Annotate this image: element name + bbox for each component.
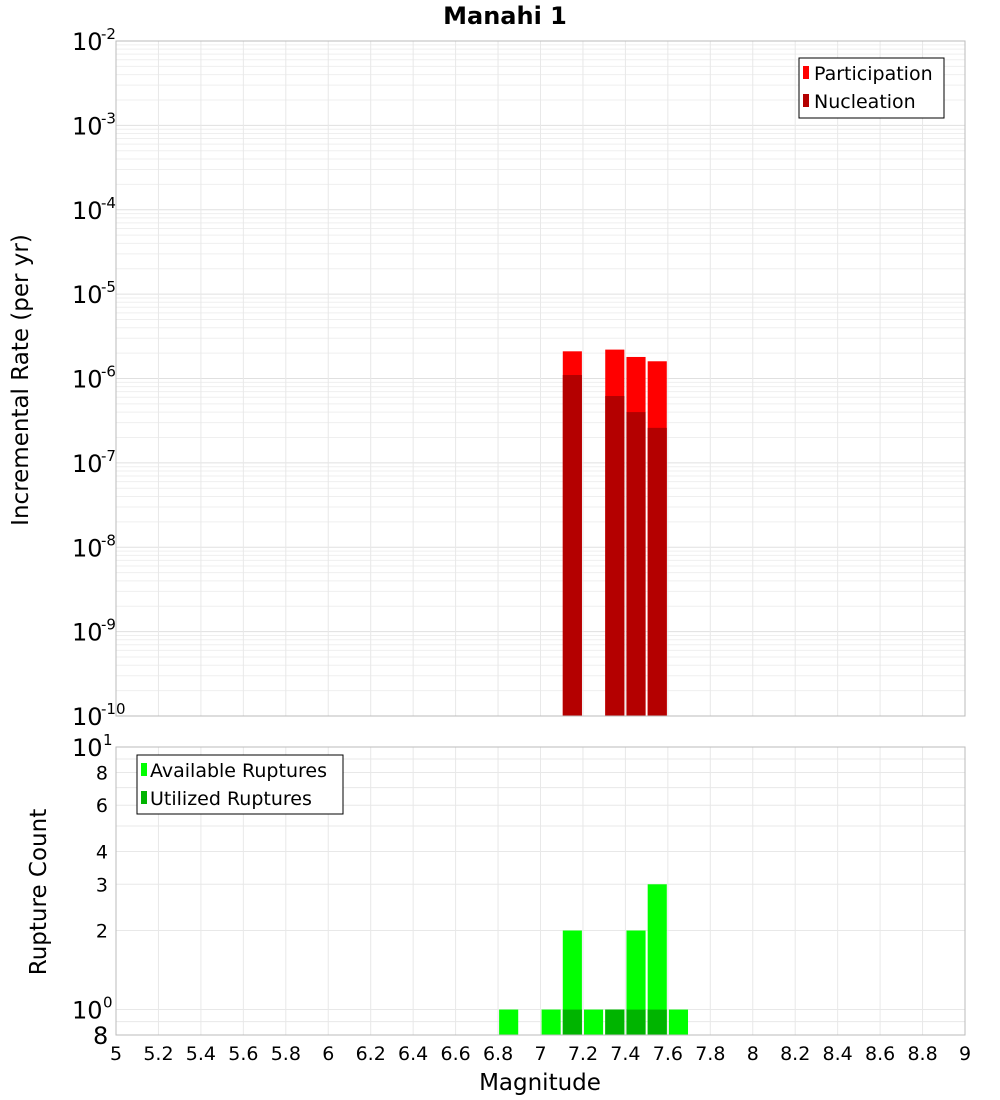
rate-legend-box <box>798 57 945 119</box>
count-plot-frame <box>115 746 966 1036</box>
y-tick-exponent: -4 <box>101 194 116 212</box>
y-tick-label: 10 <box>72 619 103 647</box>
count-plot-bars <box>499 884 689 1035</box>
bar-available <box>499 1009 519 1035</box>
x-tick-label: 7.2 <box>568 1043 598 1065</box>
legend-swatch-available <box>141 763 147 776</box>
bar-available <box>647 884 667 1035</box>
count-legend-box <box>136 754 344 815</box>
x-tick-label: 7 <box>534 1043 546 1065</box>
y-tick-label: 8 <box>96 762 108 784</box>
x-tick-label: 8.8 <box>907 1043 937 1065</box>
bar-available <box>562 930 582 1035</box>
x-tick-label: 7.6 <box>653 1043 683 1065</box>
y-tick-exponent: 1 <box>103 731 113 749</box>
x-tick-label: 6.4 <box>398 1043 428 1065</box>
rate-legend: Participation Nucleation <box>798 57 945 119</box>
y-tick-exponent: -8 <box>101 531 116 549</box>
x-tick-label: 5.6 <box>228 1043 258 1065</box>
x-tick-label: 5.8 <box>271 1043 301 1065</box>
x-tick-label: 6 <box>322 1043 334 1065</box>
x-tick-label: 7.8 <box>695 1043 725 1065</box>
x-tick-label: 6.2 <box>356 1043 386 1065</box>
y-tick-label: 10 <box>72 28 103 56</box>
bar-utilized <box>626 1009 646 1035</box>
rate-plot-y-ticks: 10-210-310-410-510-610-710-810-910-10 <box>72 25 126 731</box>
legend-swatch-nucleation <box>803 94 809 107</box>
y-tick-label: 10 <box>72 366 103 394</box>
x-tick-label: 5.4 <box>186 1043 216 1065</box>
rate-plot-bars <box>562 349 667 716</box>
x-tick-label: 8.4 <box>823 1043 853 1065</box>
y-tick-exponent: -10 <box>101 700 126 718</box>
bar-nucleation <box>605 396 625 716</box>
count-y-axis-label: Rupture Count <box>26 809 52 975</box>
y-tick-exponent: -6 <box>101 363 116 381</box>
x-tick-label: 5.2 <box>143 1043 173 1065</box>
y-tick-exponent: -5 <box>101 278 116 296</box>
count-legend: Available Ruptures Utilized Ruptures <box>136 754 344 815</box>
x-tick-label: 7.4 <box>610 1043 640 1065</box>
legend-label-utilized: Utilized Ruptures <box>150 788 312 810</box>
bar-available <box>668 1009 689 1035</box>
bar-utilized <box>562 1009 582 1035</box>
y-tick-label: 3 <box>96 874 108 896</box>
x-tick-label: 8 <box>747 1043 759 1065</box>
y-tick-label: 10 <box>72 534 103 562</box>
rate-y-axis-label: Incremental Rate (per yr) <box>8 234 34 526</box>
y-tick-label: 2 <box>96 921 108 943</box>
y-tick-label: 10 <box>72 703 103 731</box>
legend-label-nucleation: Nucleation <box>814 91 916 113</box>
legend-label-participation: Participation <box>814 63 933 85</box>
y-tick-exponent: -3 <box>101 109 116 127</box>
y-tick-label: 10 <box>72 997 103 1025</box>
chart-title: Manahi 1 <box>443 2 567 30</box>
y-tick-label: 10 <box>72 112 103 140</box>
rate-plot-grid <box>115 41 966 717</box>
bar-available <box>541 1009 561 1035</box>
y-tick-label: 6 <box>96 795 108 817</box>
y-tick-label: 8 <box>93 1022 108 1050</box>
rate-plot-frame <box>115 40 966 717</box>
x-tick-label: 9 <box>959 1043 971 1065</box>
y-tick-exponent: -7 <box>101 447 116 465</box>
y-tick-label: 10 <box>72 197 103 225</box>
x-axis-label: Magnitude <box>479 1070 601 1096</box>
x-tick-label: 8.2 <box>780 1043 810 1065</box>
y-tick-label: 10 <box>72 450 103 478</box>
bar-nucleation <box>647 427 667 716</box>
bar-available <box>584 1009 604 1035</box>
legend-swatch-utilized <box>141 791 147 804</box>
y-tick-exponent: -2 <box>101 25 116 43</box>
bar-nucleation <box>562 375 582 716</box>
x-tick-label: 8.6 <box>865 1043 895 1065</box>
bar-available <box>626 930 646 1035</box>
bar-utilized <box>605 1009 625 1035</box>
x-tick-label: 6.8 <box>483 1043 513 1065</box>
x-tick-label: 5 <box>110 1043 122 1065</box>
y-tick-exponent: -9 <box>101 616 116 634</box>
rate-plot: 10-210-310-410-510-610-710-810-910-10 In… <box>8 25 966 731</box>
count-plot-x-ticks: 5 5.2 5.4 5.6 5.8 6 6.2 6.4 6.6 6.8 7 7.2 7.4 7.6 7.8 8… <box>110 1043 971 1065</box>
y-tick-label: 10 <box>72 281 103 309</box>
legend-label-available: Available Ruptures <box>150 760 327 782</box>
bar-nucleation <box>626 412 646 716</box>
legend-swatch-participation <box>803 66 809 79</box>
x-tick-label: 6.6 <box>440 1043 470 1065</box>
y-tick-label: 10 <box>72 734 103 762</box>
y-tick-label: 4 <box>96 841 108 863</box>
y-tick-exponent: 0 <box>103 994 113 1012</box>
bar-utilized <box>647 1009 667 1035</box>
